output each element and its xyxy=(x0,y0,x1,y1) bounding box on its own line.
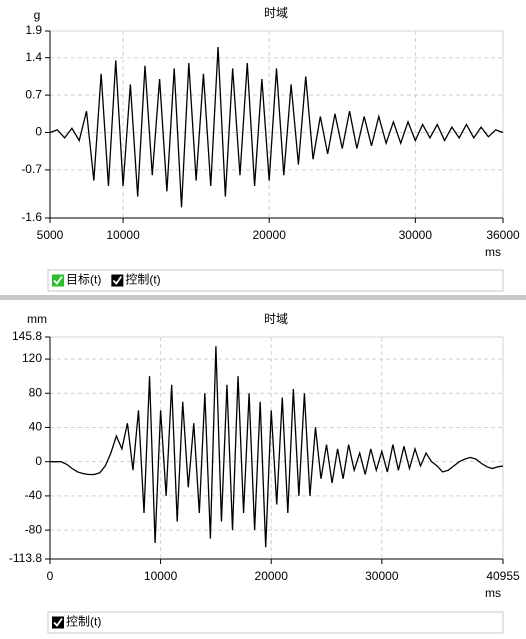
y-tick-label: 120 xyxy=(22,351,42,365)
x-tick-label: 40955 xyxy=(486,569,520,583)
legend-checkbox[interactable] xyxy=(111,274,124,287)
data-line xyxy=(50,346,504,548)
y-tick-label: -80 xyxy=(25,522,43,536)
legend-label[interactable]: 目标(t) xyxy=(66,273,101,287)
y-tick-label: -113.8 xyxy=(9,551,42,565)
legend-box xyxy=(47,611,504,634)
y-axis-unit: mm xyxy=(27,312,47,326)
legend-checkbox[interactable] xyxy=(52,616,64,629)
y-tick-label: 1.9 xyxy=(25,23,42,37)
x-axis-unit: ms xyxy=(485,586,501,600)
y-tick-label: 0.7 xyxy=(25,87,42,101)
data-line xyxy=(49,46,504,208)
legend-check xyxy=(53,275,63,285)
y-tick-label: 0 xyxy=(35,125,42,139)
x-tick-label: 10000 xyxy=(144,569,178,583)
y-tick-label: 145.8 xyxy=(12,329,42,343)
y-axis-unit: g xyxy=(34,8,41,22)
x-tick-label: 10000 xyxy=(106,228,140,242)
x-tick-label: 30000 xyxy=(365,569,399,583)
x-tick-label: 0 xyxy=(47,569,54,583)
legend-label[interactable]: 控制(t) xyxy=(66,615,101,629)
x-tick-label: 5000 xyxy=(37,228,64,242)
plot-area xyxy=(49,30,504,219)
x-tick-label: 36000 xyxy=(486,228,520,242)
x-tick-label: 20000 xyxy=(255,569,289,583)
legend-box xyxy=(47,269,504,292)
x-axis-unit: ms xyxy=(485,245,501,259)
plot-area xyxy=(49,336,504,560)
y-tick-label: -40 xyxy=(25,488,43,502)
y-tick-label: -0.7 xyxy=(21,162,42,176)
x-tick-label: 30000 xyxy=(399,228,433,242)
y-tick-label: 0 xyxy=(35,454,42,468)
splitter xyxy=(0,295,526,300)
y-tick-label: 1.4 xyxy=(25,50,42,64)
legend-label[interactable]: 控制(t) xyxy=(125,273,160,287)
chart-title: 时域 xyxy=(264,6,288,20)
legend-check xyxy=(112,275,123,285)
chart-title: 时域 xyxy=(264,312,288,326)
x-tick-label: 20000 xyxy=(253,228,287,242)
y-tick-label: -1.6 xyxy=(21,210,42,224)
y-tick-label: 80 xyxy=(29,385,43,399)
legend-check xyxy=(53,617,63,627)
legend-checkbox[interactable] xyxy=(52,274,64,287)
y-tick-label: 40 xyxy=(29,420,43,434)
